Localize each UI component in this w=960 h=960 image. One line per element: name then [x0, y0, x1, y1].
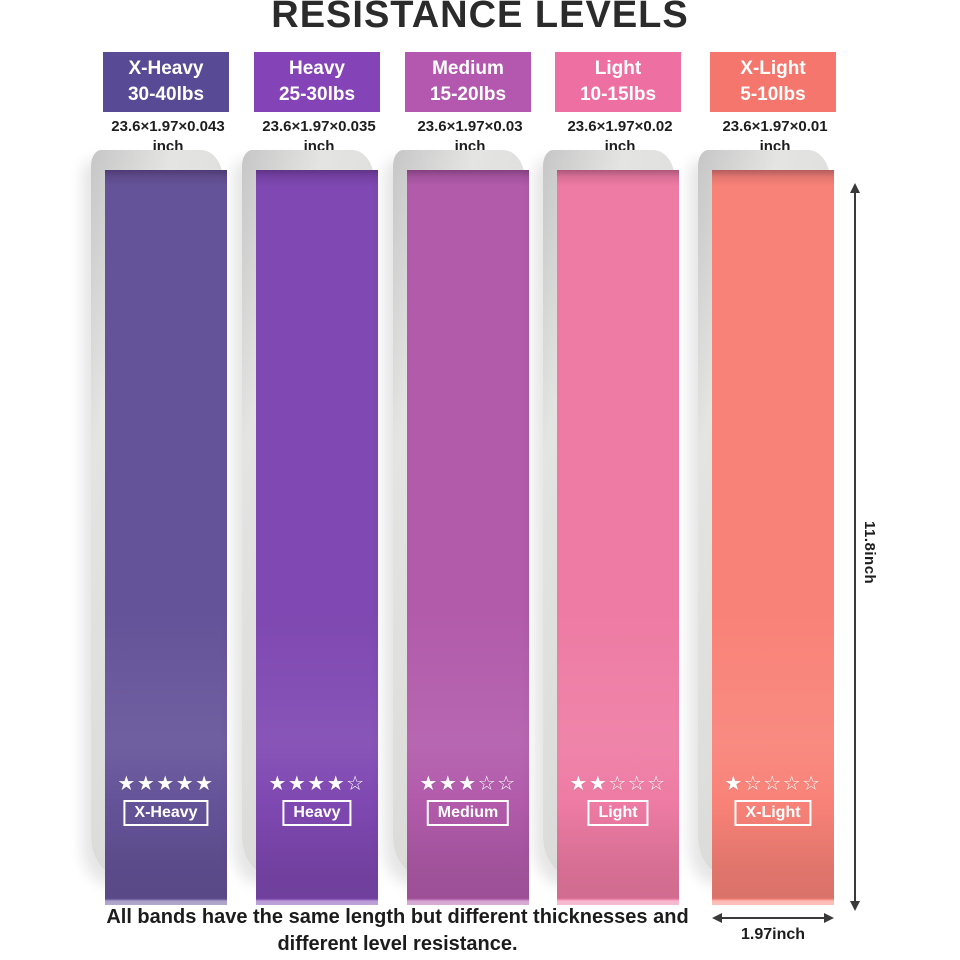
band-tag: X-Light — [734, 800, 812, 826]
band-graphic: ★☆☆☆☆ X-Light — [698, 150, 834, 905]
band-sheet: ★★★☆☆ Medium — [407, 170, 529, 905]
length-measurement: 11.8inch — [847, 183, 887, 911]
band-header: X-Heavy 30-40lbs — [103, 52, 229, 112]
band-tag: Medium — [426, 800, 510, 826]
arrow-up-icon — [850, 183, 860, 193]
band-dimensions-value: 23.6×1.97×0.02 — [567, 118, 673, 135]
band-name: Heavy — [289, 58, 345, 79]
star-rating: ★★☆☆☆ — [569, 771, 667, 795]
band-column-x-heavy: X-Heavy 30-40lbs 23.6×1.97×0.043 inch ★★… — [91, 0, 229, 960]
band-sheet: ★★★★★ X-Heavy — [105, 170, 227, 905]
length-label: 11.8inch — [861, 521, 878, 585]
band-header: Heavy 25-30lbs — [254, 52, 380, 112]
caption-line-1: All bands have the same length but diffe… — [106, 906, 689, 928]
width-measurement: 1.97inch — [712, 910, 834, 954]
caption: All bands have the same length but diffe… — [0, 904, 795, 958]
band-weight-range: 10-15lbs — [579, 84, 657, 105]
arrow-down-icon — [850, 901, 860, 911]
measure-line-horizontal — [719, 917, 827, 919]
band-graphic: ★★★★★ X-Heavy — [91, 150, 227, 905]
band-dimensions-value: 23.6×1.97×0.01 — [722, 118, 828, 135]
band-weight-range: 5-10lbs — [740, 84, 806, 105]
band-dimensions-value: 23.6×1.97×0.035 — [262, 118, 376, 135]
band-header: Light 10-15lbs — [555, 52, 681, 112]
band-graphic: ★★★☆☆ Medium — [393, 150, 529, 905]
band-column-medium: Medium 15-20lbs 23.6×1.97×0.03 inch ★★★☆… — [393, 0, 531, 960]
band-sheet: ★☆☆☆☆ X-Light — [712, 170, 834, 905]
band-tag: X-Heavy — [123, 800, 209, 826]
star-rating: ★★★☆☆ — [419, 771, 517, 795]
measure-line-vertical — [854, 190, 856, 904]
band-dimensions-value: 23.6×1.97×0.03 — [417, 118, 523, 135]
caption-line-2: different level resistance. — [277, 933, 518, 955]
star-rating: ★★★★☆ — [268, 771, 366, 795]
band-weight-range: 15-20lbs — [429, 84, 507, 105]
band-name: Light — [594, 58, 642, 79]
star-rating: ★★★★★ — [117, 771, 215, 795]
width-label: 1.97inch — [740, 926, 806, 943]
arrow-left-icon — [712, 913, 722, 923]
band-tag: Light — [587, 800, 649, 826]
band-sheet: ★★☆☆☆ Light — [557, 170, 679, 905]
band-graphic: ★★☆☆☆ Light — [543, 150, 679, 905]
band-column-x-light: X-Light 5-10lbs 23.6×1.97×0.01 inch ★☆☆☆… — [698, 0, 836, 960]
band-graphic: ★★★★☆ Heavy — [242, 150, 378, 905]
band-weight-range: 30-40lbs — [127, 84, 205, 105]
band-name: X-Heavy — [128, 58, 204, 79]
band-tag: Heavy — [282, 800, 352, 826]
band-column-light: Light 10-15lbs 23.6×1.97×0.02 inch ★★☆☆☆… — [543, 0, 681, 960]
star-rating: ★☆☆☆☆ — [724, 771, 822, 795]
band-header: Medium 15-20lbs — [405, 52, 531, 112]
band-column-heavy: Heavy 25-30lbs 23.6×1.97×0.035 inch ★★★★… — [242, 0, 380, 960]
band-dimensions-value: 23.6×1.97×0.043 — [111, 118, 225, 135]
page-title: RESISTANCE LEVELS — [271, 0, 689, 36]
band-weight-range: 25-30lbs — [278, 84, 356, 105]
band-name: Medium — [432, 58, 504, 79]
band-sheet: ★★★★☆ Heavy — [256, 170, 378, 905]
band-name: X-Light — [740, 58, 806, 79]
arrow-right-icon — [824, 913, 834, 923]
band-header: X-Light 5-10lbs — [710, 52, 836, 112]
